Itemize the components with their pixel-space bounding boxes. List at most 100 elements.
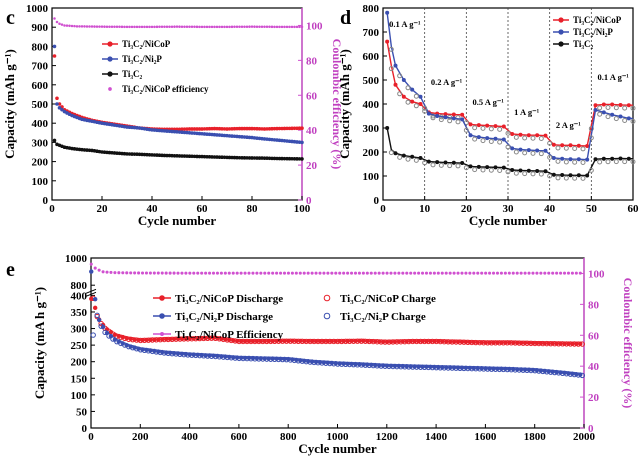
data-point — [543, 169, 548, 174]
data-point — [143, 25, 146, 29]
data-point — [626, 116, 631, 121]
data-point — [507, 271, 511, 275]
charge-point — [522, 150, 528, 156]
data-point — [409, 271, 413, 275]
data-point — [535, 133, 540, 138]
data-point — [297, 126, 302, 131]
data-point — [208, 25, 211, 29]
data-point — [110, 336, 116, 342]
x-tick-label: 0 — [380, 203, 386, 215]
data-point — [235, 271, 239, 275]
x-tick-label: 2000 — [573, 431, 596, 443]
data-point — [195, 127, 199, 131]
data-point — [267, 271, 271, 275]
legend-marker — [323, 312, 331, 320]
data-point — [184, 271, 188, 275]
data-point — [417, 271, 421, 275]
data-point — [451, 160, 456, 165]
data-point — [300, 140, 304, 145]
y-tick-label: 1000 — [26, 3, 49, 15]
data-point — [93, 266, 97, 270]
data-point — [350, 271, 354, 275]
charge-point — [613, 116, 619, 122]
data-point — [250, 156, 254, 160]
data-point — [318, 271, 322, 275]
charge-point — [530, 171, 536, 177]
data-point — [53, 17, 56, 20]
x-axis-label: Cycle number — [138, 213, 217, 228]
data-point — [405, 271, 409, 275]
data-point — [503, 271, 507, 275]
data-point — [543, 133, 548, 138]
charge-point — [488, 126, 494, 132]
data-point — [115, 25, 119, 29]
data-point — [593, 157, 598, 162]
data-point — [426, 159, 431, 164]
data-point — [252, 156, 257, 160]
data-point — [393, 82, 398, 87]
data-point — [251, 271, 255, 275]
data-point — [273, 25, 276, 29]
y-tick-label: 400 — [71, 290, 88, 302]
data-point — [255, 271, 259, 275]
y-tick-label: 900 — [32, 22, 49, 34]
data-point — [385, 39, 390, 44]
data-point — [263, 271, 267, 275]
data-point — [456, 271, 460, 275]
data-point — [227, 271, 231, 275]
data-point — [393, 151, 398, 156]
legend-marker — [107, 56, 113, 62]
data-point — [285, 25, 289, 29]
charge-point — [563, 175, 569, 181]
data-point — [242, 156, 247, 160]
data-point — [248, 25, 251, 28]
charge-point — [397, 91, 403, 97]
data-point — [535, 168, 540, 173]
y-tick-label: 300 — [363, 123, 380, 135]
data-point — [410, 87, 415, 92]
data-point — [75, 25, 79, 28]
legend-label: Ti₃C₂/NiCoP — [122, 39, 171, 49]
data-point — [377, 271, 381, 275]
data-point — [300, 25, 304, 29]
x-tick-label: 1400 — [425, 431, 448, 443]
data-point — [385, 271, 389, 275]
data-point — [393, 63, 398, 68]
data-point — [140, 271, 145, 275]
data-point — [188, 25, 191, 29]
charge-point — [588, 135, 594, 141]
data-point — [298, 271, 302, 275]
data-point — [172, 271, 176, 275]
axis-break-mark — [85, 288, 97, 294]
charge-point — [405, 99, 411, 105]
data-point — [618, 114, 623, 119]
y-tick-label: 500 — [32, 99, 49, 111]
x-tick-label: 1200 — [376, 431, 399, 443]
charge-point — [388, 150, 394, 156]
charge-point — [547, 173, 553, 179]
y-tick-label: 50 — [76, 406, 88, 418]
data-point — [286, 271, 290, 275]
data-point — [424, 271, 429, 275]
data-point — [152, 271, 156, 275]
rate-label: 0.1 A g⁻¹ — [598, 72, 630, 82]
legend-label: Ti₃C₂ — [122, 69, 143, 79]
data-point — [280, 25, 284, 29]
data-point — [268, 25, 271, 29]
y2-tick-label: 40 — [588, 361, 600, 373]
data-point — [90, 25, 94, 28]
data-point — [464, 271, 468, 275]
charge-point — [538, 151, 544, 157]
data-point — [385, 126, 390, 130]
data-point — [160, 271, 164, 275]
data-point — [78, 25, 81, 28]
charge-point — [430, 162, 436, 168]
data-point — [260, 156, 264, 160]
charge-point — [530, 135, 536, 141]
data-point — [243, 25, 246, 28]
y-tick-label: 350 — [71, 307, 88, 319]
rate-label: 0.2 A g⁻¹ — [431, 77, 463, 87]
charge-point — [630, 118, 636, 124]
data-point — [243, 271, 247, 275]
y2-tick-label: 0 — [588, 423, 594, 435]
